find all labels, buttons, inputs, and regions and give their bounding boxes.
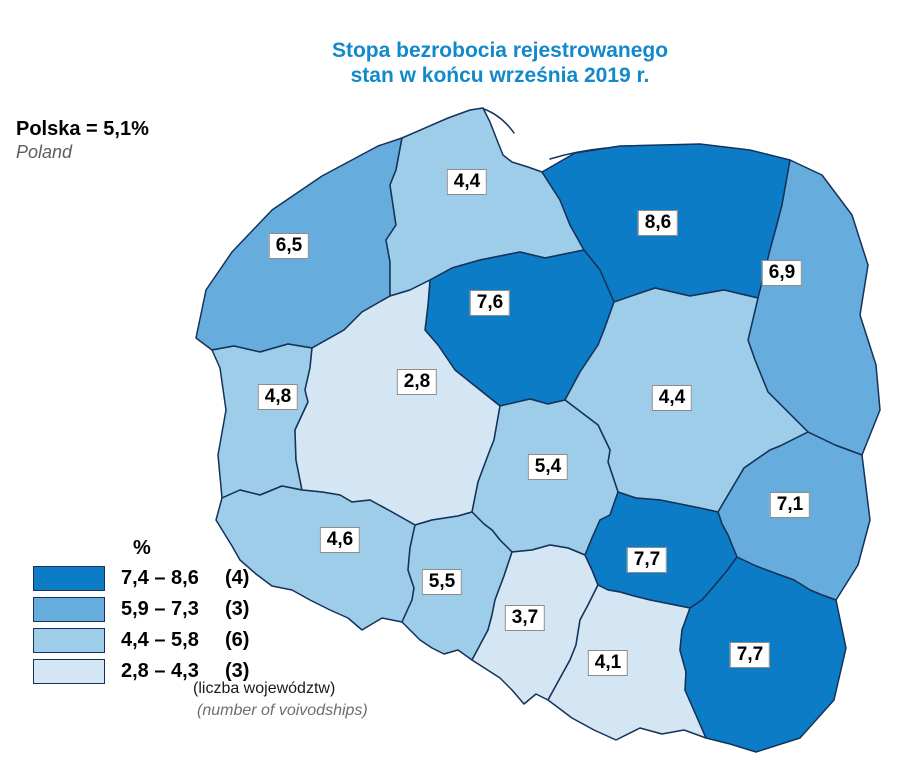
title-line-1: Stopa bezrobocia rejestrowanego <box>331 39 669 62</box>
region-lubuskie <box>211 343 313 499</box>
region-value-kujawsko-pomorskie: 7,6 <box>469 290 511 316</box>
legend-count: (3) <box>225 598 250 620</box>
legend-range: 7,4 – 8,6 <box>121 567 199 589</box>
region-value-lodzkie: 5,4 <box>527 454 569 480</box>
region-value-mazowieckie: 4,4 <box>651 385 693 411</box>
legend-row-dark: 7,4 – 8,6 (4) <box>33 566 249 591</box>
legend-footnote-en: (number of voivodships) <box>197 702 368 719</box>
region-value-podkarpackie: 7,7 <box>729 642 771 668</box>
legend-swatch-lightest <box>33 659 105 684</box>
legend-range: 2,8 – 4,3 <box>121 660 199 682</box>
legend-range: 4,4 – 5,8 <box>121 629 199 651</box>
map-legend: % 7,4 – 8,6 (4) 5,9 – 7,3 (3) 4,4 – 5,8 … <box>33 537 249 690</box>
legend-row-light: 4,4 – 5,8 (6) <box>33 628 249 653</box>
legend-range: 5,9 – 7,3 <box>121 598 199 620</box>
region-value-lubelskie: 7,1 <box>769 492 811 518</box>
region-value-podlaskie: 6,9 <box>761 260 803 286</box>
region-value-lubuskie: 4,8 <box>257 384 299 410</box>
legend-swatch-light <box>33 628 105 653</box>
region-dolnoslaskie <box>215 485 416 631</box>
page-title: Stopa bezrobocia rejestrowanego stan w k… <box>332 38 668 88</box>
country-total-label-en: Poland <box>16 142 73 162</box>
region-value-slaskie: 3,7 <box>504 605 546 631</box>
legend-swatch-dark <box>33 566 105 591</box>
region-value-zachodniopomorskie: 6,5 <box>268 233 310 259</box>
title-line-2: stan w końcu września 2019 r. <box>350 64 650 87</box>
region-value-wielkopolskie: 2,8 <box>396 369 438 395</box>
region-value-dolnoslaskie: 4,6 <box>319 527 361 553</box>
legend-count: (6) <box>225 629 250 651</box>
legend-swatch-medium <box>33 597 105 622</box>
region-value-warminsko-mazurskie: 8,6 <box>637 210 679 236</box>
legend-count: (4) <box>225 567 250 589</box>
legend-row-lightest: 2,8 – 4,3 (3) <box>33 659 249 684</box>
country-total-label: Polska = 5,1% <box>16 118 149 140</box>
legend-unit-header: % <box>133 537 151 559</box>
region-value-malopolskie: 4,1 <box>587 650 629 676</box>
legend-count: (3) <box>225 660 250 682</box>
region-value-swietokrzyskie: 7,7 <box>626 547 668 573</box>
hel-peninsula-line <box>483 108 515 134</box>
vistula-spit-line <box>549 147 607 160</box>
region-value-opolskie: 5,5 <box>421 569 463 595</box>
region-value-pomorskie: 4,4 <box>446 169 488 195</box>
legend-footnote-pl: (liczba województw) <box>193 680 336 697</box>
legend-row-medium: 5,9 – 7,3 (3) <box>33 597 249 622</box>
